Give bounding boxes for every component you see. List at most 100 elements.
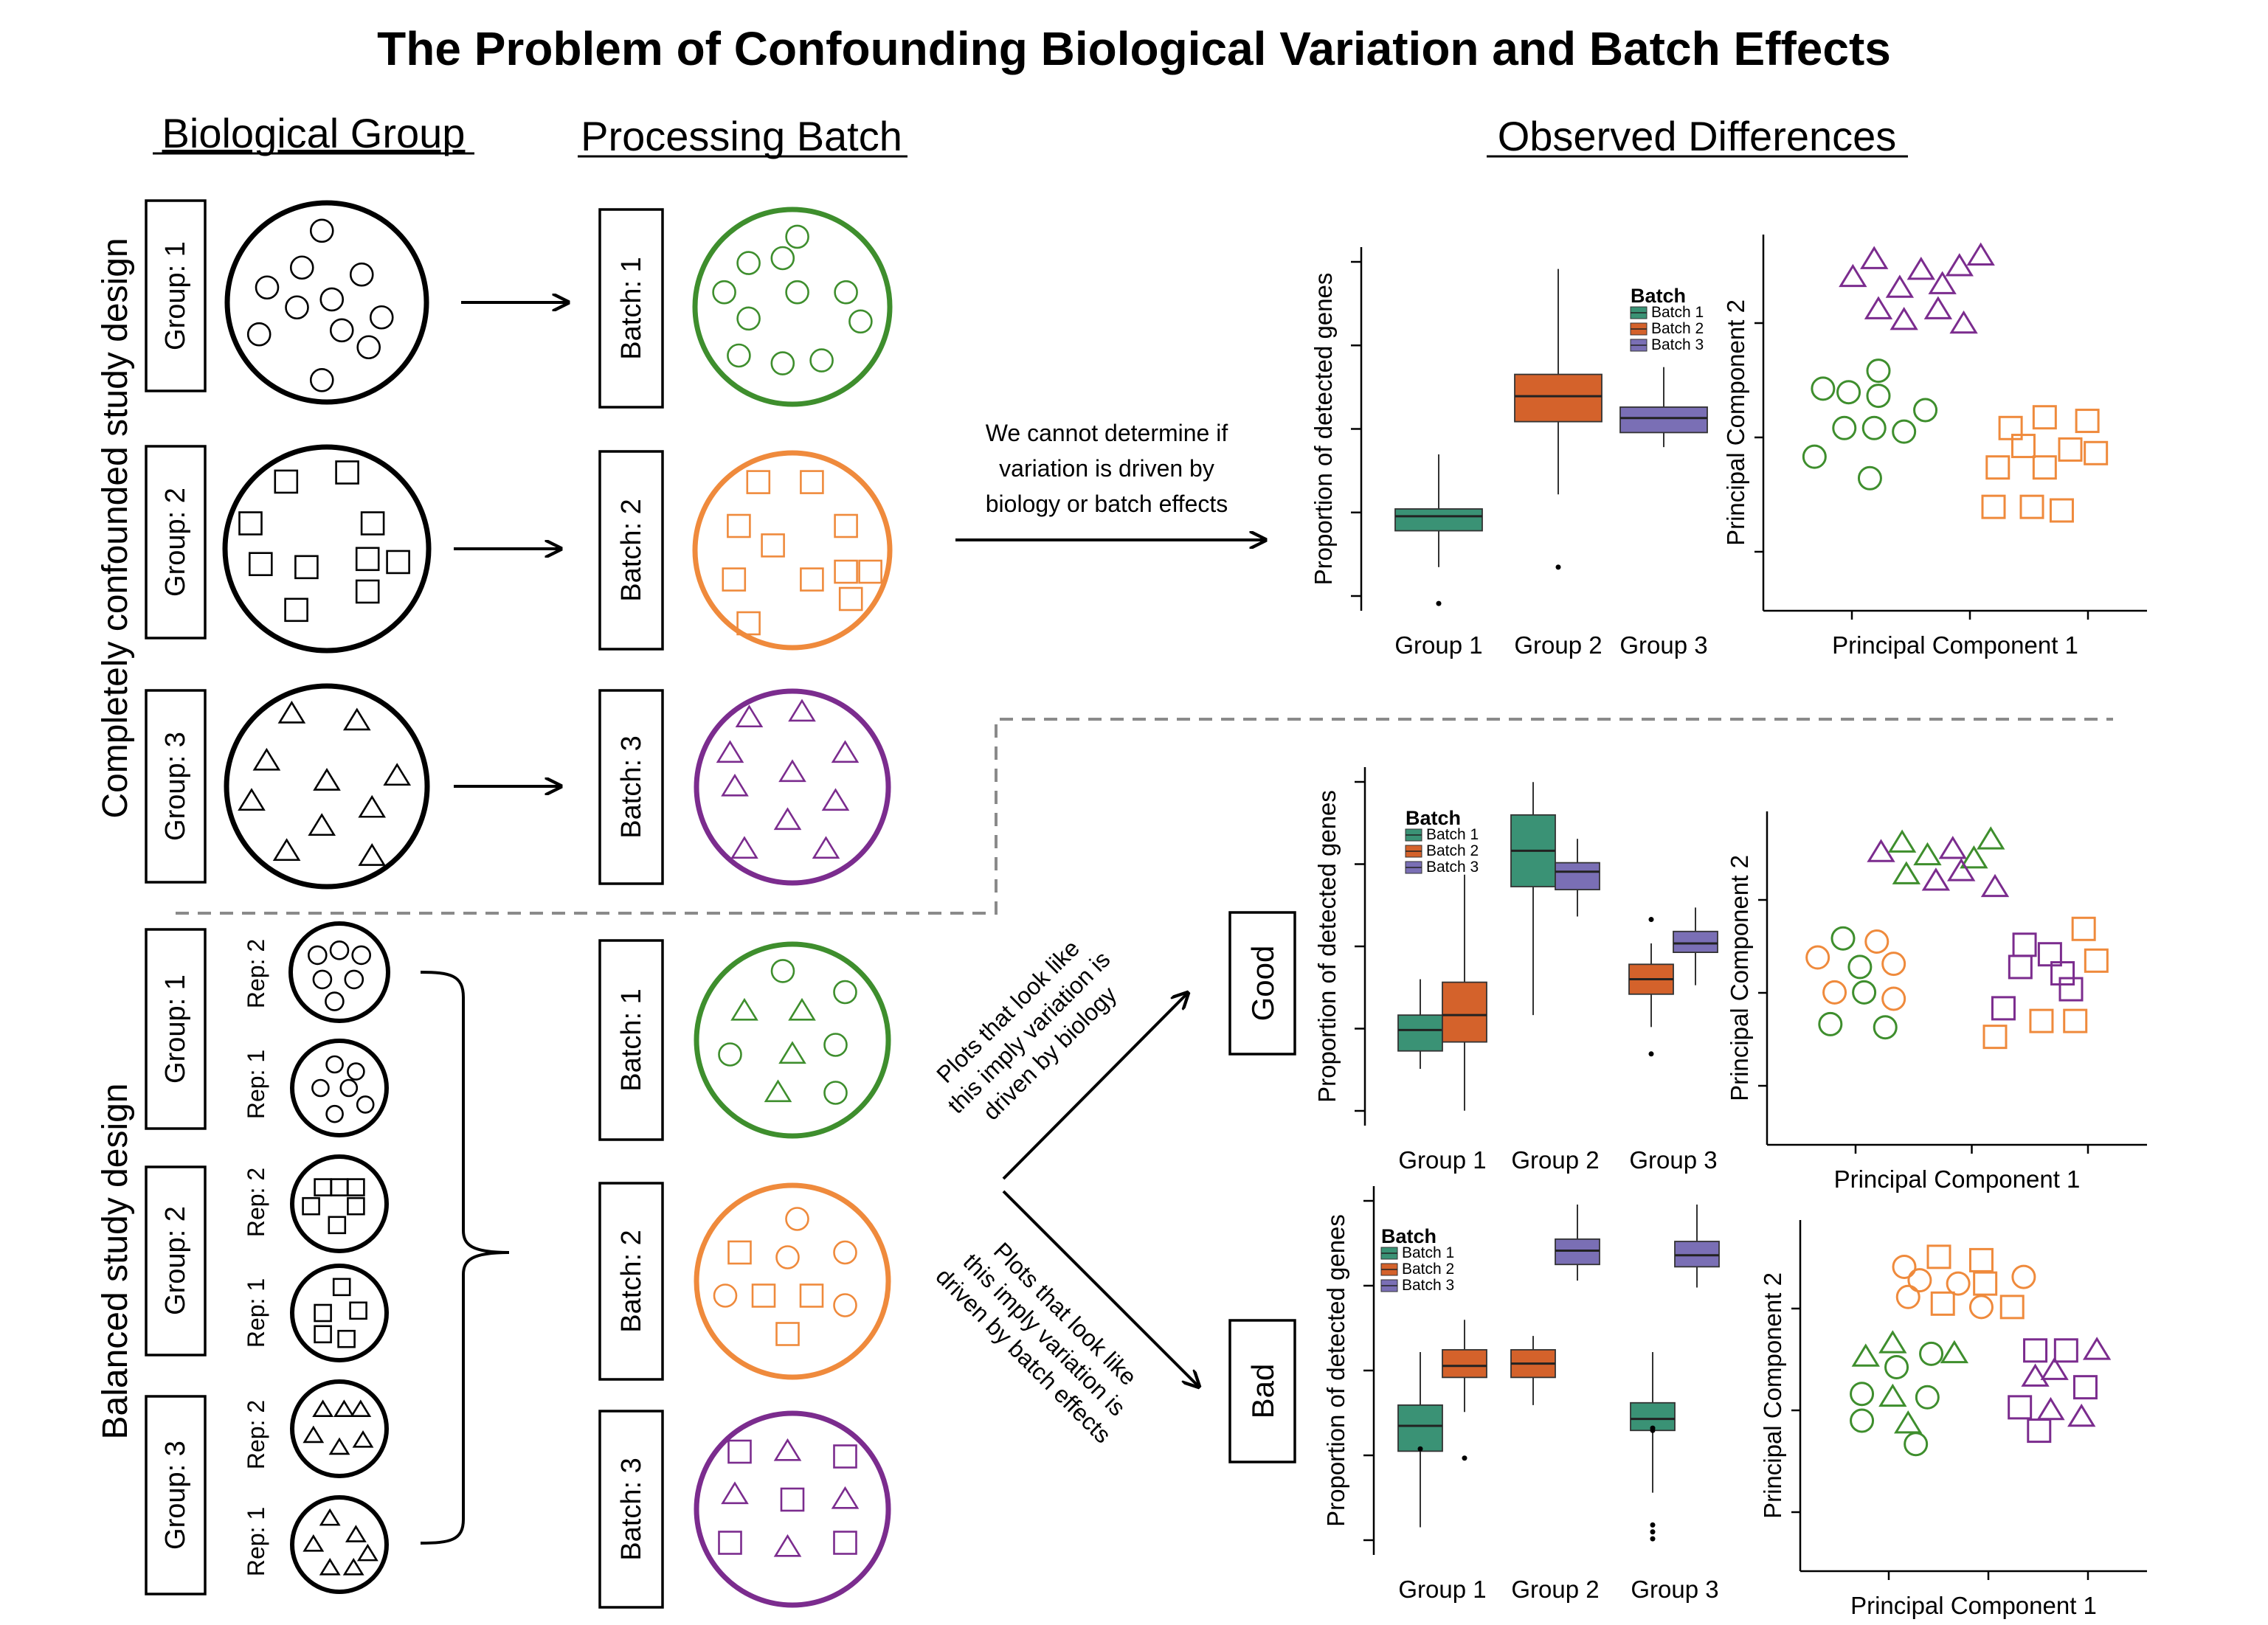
data-point-square bbox=[2058, 977, 2084, 1002]
box-body bbox=[1442, 1348, 1487, 1379]
data-point-square bbox=[2008, 1395, 2033, 1420]
data-point-circle bbox=[1818, 1011, 1843, 1036]
data-point-square bbox=[2019, 494, 2044, 519]
x-tick-label: Group 3 bbox=[1629, 1146, 1717, 1174]
legend-entry: Batch 1 bbox=[1651, 304, 1704, 321]
svg-text:Batch: 1: Batch: 1 bbox=[616, 257, 647, 359]
circle-marker-icon bbox=[339, 1078, 359, 1098]
circle-marker-icon bbox=[351, 945, 372, 966]
data-point-triangle bbox=[1977, 826, 2005, 850]
box-body bbox=[1555, 1238, 1600, 1266]
data-point-triangle bbox=[1878, 1383, 1907, 1407]
legend-title: Batch bbox=[1406, 807, 1461, 829]
circle-marker-icon bbox=[311, 1078, 330, 1098]
data-point-circle bbox=[1802, 444, 1827, 469]
batch-label-box: Batch: 1 bbox=[598, 208, 664, 409]
legend-entry: Batch 1 bbox=[1426, 826, 1479, 843]
section-balanced-label: Balanced study design bbox=[96, 1084, 135, 1440]
triangle-marker-icon bbox=[831, 740, 860, 763]
good-arrow-caption: Plots that look like this imply variatio… bbox=[931, 935, 1121, 1125]
svg-text:Group: 1: Group: 1 bbox=[160, 974, 191, 1084]
data-point-square bbox=[1985, 455, 2011, 480]
triangle-marker-icon bbox=[272, 838, 301, 862]
data-point-triangle bbox=[2021, 1363, 2050, 1387]
circle-marker-icon bbox=[325, 1104, 344, 1123]
svg-text:Group: 1: Group: 1 bbox=[160, 241, 191, 350]
data-point-circle bbox=[1861, 415, 1887, 440]
triangle-marker-icon bbox=[328, 1437, 350, 1455]
triangle-marker-icon bbox=[788, 997, 816, 1021]
x-tick-label: Group 1 bbox=[1398, 1576, 1486, 1603]
square-marker-icon bbox=[294, 555, 319, 580]
triangle-marker-icon bbox=[821, 788, 850, 811]
box-body bbox=[1674, 1241, 1720, 1268]
circle-marker-icon bbox=[718, 1042, 742, 1067]
triangle-marker-icon bbox=[735, 704, 764, 728]
square-marker-icon bbox=[284, 597, 308, 623]
outlier bbox=[1462, 1455, 1467, 1461]
circle-marker-icon bbox=[823, 1033, 848, 1057]
circle-marker-icon bbox=[349, 262, 374, 287]
triangle-marker-icon bbox=[721, 1481, 749, 1505]
square-marker-icon bbox=[736, 611, 761, 636]
rep-label: Rep: 2 bbox=[243, 1168, 269, 1237]
circle-marker-icon bbox=[833, 980, 857, 1005]
data-point-triangle bbox=[2040, 1357, 2069, 1380]
data-point-circle bbox=[1881, 952, 1906, 977]
x-tick-label: Group 2 bbox=[1514, 631, 1602, 659]
circle-marker-icon bbox=[833, 1293, 857, 1317]
data-point-triangle bbox=[1864, 296, 1893, 319]
svg-text:Group: 2: Group: 2 bbox=[160, 1206, 191, 1315]
data-point-square bbox=[2032, 455, 2057, 480]
outlier bbox=[1648, 1051, 1654, 1057]
data-point-square bbox=[1998, 415, 2023, 440]
data-point-triangle bbox=[1867, 839, 1895, 862]
triangle-marker-icon bbox=[383, 763, 412, 786]
data-point-circle bbox=[1852, 980, 1877, 1005]
circle-marker-icon bbox=[309, 367, 334, 392]
data-point-circle bbox=[1866, 384, 1891, 409]
data-point-square bbox=[2058, 437, 2083, 462]
square-marker-icon bbox=[718, 1531, 742, 1555]
box-batch-2 bbox=[1442, 874, 1487, 1111]
rep-label: Rep: 2 bbox=[243, 1400, 269, 1469]
data-point-circle bbox=[1822, 980, 1847, 1005]
svg-text:Batch: 3: Batch: 3 bbox=[616, 1458, 647, 1560]
sample-circle bbox=[222, 444, 432, 654]
header-observed-differences: Observed Differences bbox=[1498, 113, 1897, 159]
triangle-marker-icon bbox=[356, 1543, 378, 1562]
box-batch-1 bbox=[1397, 1352, 1443, 1528]
circle-marker-icon bbox=[713, 1283, 738, 1308]
circle-marker-icon bbox=[770, 351, 795, 375]
data-point-circle bbox=[1864, 929, 1890, 954]
circle-marker-icon bbox=[809, 348, 834, 373]
data-point-triangle bbox=[2036, 1396, 2065, 1421]
triangle-marker-icon bbox=[730, 997, 758, 1021]
circle-marker-icon bbox=[312, 969, 333, 990]
square-marker-icon bbox=[727, 1240, 752, 1265]
section-divider bbox=[176, 718, 2113, 915]
rep-label: Rep: 1 bbox=[243, 1278, 269, 1348]
legend-entry: Batch 2 bbox=[1426, 842, 1479, 859]
triangle-marker-icon bbox=[778, 1041, 806, 1064]
data-point-square bbox=[2071, 916, 2096, 941]
x-tick-label: Group 1 bbox=[1398, 1146, 1486, 1174]
y-axis-label: Principal Component 2 bbox=[1759, 1272, 1786, 1519]
rep-label: Rep: 1 bbox=[243, 1050, 269, 1119]
circle-marker-icon bbox=[848, 309, 873, 334]
data-point-triangle bbox=[2067, 1403, 2096, 1427]
x-tick-label: Group 3 bbox=[1619, 631, 1707, 659]
sample-circle bbox=[694, 688, 891, 886]
square-marker-icon bbox=[780, 1487, 805, 1512]
data-point-triangle bbox=[1890, 307, 1918, 330]
note-line: We cannot determine if bbox=[986, 420, 1228, 446]
triangle-marker-icon bbox=[812, 836, 840, 859]
square-marker-icon bbox=[800, 470, 824, 494]
x-tick-label: Group 3 bbox=[1631, 1576, 1718, 1603]
y-axis-label: Principal Component 2 bbox=[1726, 855, 1753, 1101]
triangle-marker-icon bbox=[773, 1438, 802, 1461]
square-marker-icon bbox=[314, 1303, 332, 1323]
data-point-circle bbox=[1895, 1284, 1920, 1309]
data-point-triangle bbox=[1928, 271, 1957, 294]
